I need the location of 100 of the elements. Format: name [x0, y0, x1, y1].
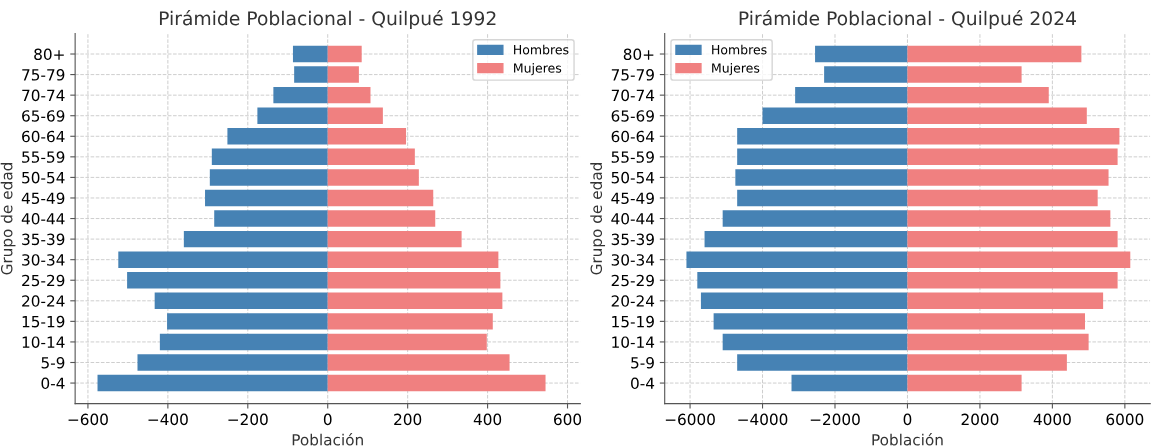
bar — [211, 148, 328, 166]
bar — [795, 86, 908, 104]
y-tick-label: 60-64 — [22, 130, 65, 143]
bar — [735, 169, 908, 186]
x-tick-label: 0 — [903, 413, 912, 426]
bar — [227, 128, 328, 145]
x-tick-label: 200 — [394, 413, 422, 426]
bar — [327, 333, 487, 351]
y-tick-label: 65-69 — [611, 110, 654, 122]
bar — [737, 148, 908, 166]
y-tick-label: 55-59 — [611, 151, 654, 163]
bar — [907, 354, 1067, 371]
bar — [907, 313, 1085, 330]
x-tick-label: −2000 — [810, 413, 860, 426]
x-tick-label: 0 — [323, 413, 332, 426]
bar — [327, 272, 501, 289]
bar — [737, 354, 908, 371]
bar — [907, 45, 1082, 63]
bar — [273, 86, 328, 104]
bar — [907, 333, 1089, 351]
bar — [209, 169, 328, 186]
bar — [327, 292, 503, 310]
y-tick-label: 75-79 — [22, 69, 65, 81]
x-tick-label: −6000 — [665, 413, 715, 426]
bar — [907, 292, 1104, 310]
bar — [907, 210, 1111, 227]
bar — [137, 354, 328, 371]
bar — [167, 313, 328, 330]
bar — [327, 210, 436, 227]
bar — [327, 251, 499, 268]
y-tick-label: 0-4 — [631, 377, 655, 390]
bar — [154, 292, 328, 310]
bar — [907, 148, 1118, 166]
y-tick-label: 45-49 — [611, 192, 654, 204]
y-tick-label: 60-64 — [611, 130, 655, 143]
y-tick-label: 50-54 — [611, 171, 655, 184]
bar — [292, 45, 328, 63]
bar — [791, 374, 908, 392]
bar — [294, 66, 328, 83]
x-tick-label: 2000 — [961, 413, 999, 426]
bar — [327, 374, 546, 392]
bar — [686, 251, 908, 268]
bar — [327, 189, 434, 207]
bar — [327, 313, 493, 330]
x-tick-label: 4000 — [1033, 413, 1071, 426]
bar — [118, 251, 328, 268]
y-axis-title: Grupo de edad — [590, 163, 606, 275]
bar — [327, 169, 419, 186]
bar — [97, 374, 328, 392]
x-tick-label: −200 — [228, 413, 268, 426]
y-tick-label: 15-19 — [22, 315, 65, 328]
y-tick-label: 25-29 — [611, 274, 654, 287]
bar — [907, 86, 1049, 104]
bar — [815, 45, 908, 63]
y-tick-label: 20-24 — [611, 295, 655, 307]
bar — [327, 45, 362, 63]
y-tick-label: 20-24 — [22, 295, 65, 307]
y-tick-label: 5-9 — [631, 356, 654, 369]
y-tick-label: 80+ — [34, 48, 64, 61]
bar — [205, 189, 328, 207]
y-tick-label: 50-54 — [22, 171, 65, 184]
chart-title: Pirámide Poblacional - Quilpué 1992 — [159, 10, 496, 30]
y-tick-label: 15-19 — [612, 315, 654, 328]
x-tick-label: −4000 — [738, 413, 788, 426]
y-tick-label: 35-39 — [611, 233, 654, 246]
bar — [327, 128, 407, 145]
bar — [700, 292, 908, 310]
bar — [762, 107, 908, 124]
bar — [907, 230, 1118, 248]
y-tick-label: 75-79 — [611, 69, 654, 81]
bar — [159, 333, 328, 351]
y-tick-label: 10-14 — [612, 336, 655, 348]
bar — [737, 189, 908, 207]
y-tick-label: 65-69 — [22, 110, 65, 122]
y-tick-label: 80+ — [623, 48, 654, 61]
bar — [907, 374, 1022, 392]
y-tick-label: 40-44 — [611, 213, 655, 225]
bar — [907, 107, 1087, 124]
x-tick-label: 400 — [473, 413, 502, 426]
bar — [824, 66, 908, 83]
x-axis-title: Población — [292, 433, 363, 446]
x-tick-label: −400 — [148, 413, 188, 426]
x-tick-label: 600 — [554, 413, 582, 426]
bar — [257, 107, 328, 124]
y-tick-label: 10-14 — [22, 336, 65, 348]
legend-label: Hombres — [712, 44, 767, 55]
bar — [127, 272, 328, 289]
bar — [907, 272, 1118, 289]
bar — [327, 86, 371, 104]
bar — [183, 230, 328, 248]
bar — [697, 272, 908, 289]
bar — [907, 66, 1022, 83]
bar — [214, 210, 328, 227]
y-tick-label: 40-44 — [21, 213, 65, 225]
bar — [713, 313, 908, 330]
y-tick-label: 70-74 — [611, 89, 655, 102]
bar — [907, 251, 1131, 268]
bar — [907, 169, 1109, 186]
x-tick-label: −600 — [68, 413, 108, 426]
x-axis-title: Población — [872, 433, 943, 446]
